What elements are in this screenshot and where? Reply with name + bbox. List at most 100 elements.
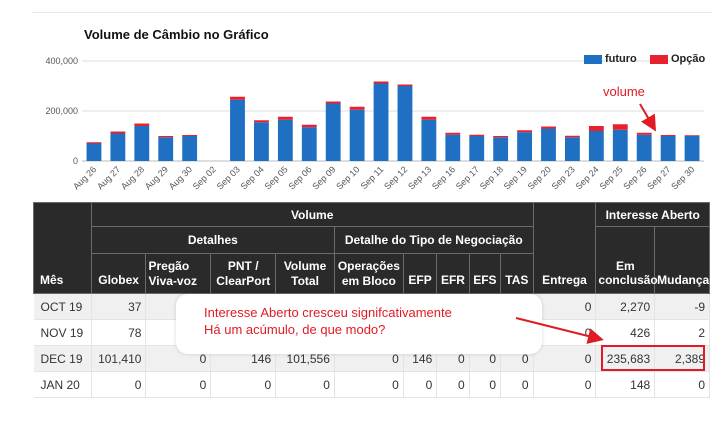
cell-pit: 0 xyxy=(145,371,212,398)
col-pit-line2: Viva-voz xyxy=(148,273,197,288)
bar-futuro xyxy=(397,86,413,161)
volume-chart: 0 200,000 400,000 Aug 26 Aug 27 Aug 28 Aug 29 A… xyxy=(32,12,712,205)
open-interest-group-header: Interesse Aberto xyxy=(595,202,710,227)
x-tick-label: Sep 26 xyxy=(621,164,648,191)
annotation-line1: Interesse Aberto cresceu signifcativamen… xyxy=(204,305,452,320)
bar-futuro xyxy=(636,134,652,161)
x-tick-label: Aug 29 xyxy=(143,164,170,191)
bar-futuro xyxy=(349,109,365,161)
bar-opcao xyxy=(373,81,389,84)
bar-futuro xyxy=(565,137,580,161)
volume-group-header: Volume xyxy=(90,202,534,227)
x-tick-label: Sep 10 xyxy=(334,164,361,191)
bar-opcao xyxy=(254,120,269,123)
col-change-header: Mudança xyxy=(654,226,710,294)
cell-delivery: 0 xyxy=(533,345,597,372)
cell-oi: 148 xyxy=(595,371,656,398)
bar-futuro xyxy=(612,129,628,161)
cell-pnt: 0 xyxy=(210,371,277,398)
x-tick-label: Sep 06 xyxy=(286,164,313,191)
bar-opcao xyxy=(493,136,509,138)
bar-futuro xyxy=(684,136,700,161)
x-tick-label: Sep 11 xyxy=(359,164,386,191)
cell-globex: 101,410 xyxy=(91,345,147,372)
bar-futuro xyxy=(230,99,245,161)
x-tick-label: Sep 23 xyxy=(550,164,577,191)
x-tick-label: Aug 28 xyxy=(119,164,146,191)
x-tick-label: Sep 03 xyxy=(215,164,242,191)
cell-change: 2 xyxy=(654,319,710,346)
col-block-header: Operações em Bloco xyxy=(333,253,404,294)
cell-change: 2,389 xyxy=(654,345,710,372)
cell-globex: 37 xyxy=(91,293,147,320)
x-tick-label: Sep 18 xyxy=(478,164,505,191)
col-total-header: Volume Total xyxy=(275,253,335,294)
bar-futuro xyxy=(541,128,556,161)
cell-globex: 0 xyxy=(91,371,147,398)
x-tick-label: Aug 27 xyxy=(95,164,122,191)
cell-tas: 0 xyxy=(500,371,534,398)
cell-efs: 0 xyxy=(469,371,502,398)
legend-futuro-swatch xyxy=(584,54,602,64)
cell-total: 0 xyxy=(275,371,335,398)
bar-futuro xyxy=(517,132,532,161)
bar-futuro xyxy=(134,126,150,161)
bar-futuro xyxy=(301,127,317,161)
bar-opcao xyxy=(445,132,461,135)
bar-opcao xyxy=(110,131,126,134)
col-efp-header: EFP xyxy=(402,253,438,294)
bar-futuro xyxy=(660,136,676,161)
x-tick-label: Sep 02 xyxy=(191,164,218,191)
bar-opcao xyxy=(660,135,676,136)
cell-delivery: 0 xyxy=(533,371,597,398)
bar-opcao xyxy=(301,124,317,128)
bar-futuro xyxy=(277,119,293,161)
bar-opcao xyxy=(230,96,245,100)
bar-opcao xyxy=(612,124,628,130)
cell-delivery: 0 xyxy=(533,293,597,320)
bar-opcao xyxy=(469,134,485,136)
bar-opcao xyxy=(421,116,437,120)
bar-opcao xyxy=(397,84,413,86)
col-oi-header: Em conclusão xyxy=(595,226,658,294)
x-tick-label: Sep 16 xyxy=(430,164,457,191)
col-month-header: Mês xyxy=(33,202,92,294)
col-globex-header: Globex xyxy=(90,253,147,294)
details-group-header: Detalhes xyxy=(90,226,335,254)
y-tick-label: 200,000 xyxy=(45,106,78,116)
legend-futuro[interactable]: futuro xyxy=(584,53,637,65)
bar-opcao xyxy=(636,132,652,135)
legend-opcao[interactable]: Opção xyxy=(650,53,705,65)
bar-futuro xyxy=(182,136,198,161)
cell-month: OCT 19 xyxy=(33,293,92,320)
x-tick-label: Sep 27 xyxy=(645,164,672,191)
x-tick-label: Sep 05 xyxy=(263,164,290,191)
x-tick-label: Sep 04 xyxy=(239,164,266,191)
col-block-line1: Operações xyxy=(337,258,400,273)
col-efr-header: EFR xyxy=(436,253,470,294)
cell-change: 0 xyxy=(654,371,710,398)
cell-delivery: 0 xyxy=(533,319,597,346)
x-tick-label: Sep 25 xyxy=(597,164,624,191)
cell-oi: 2,270 xyxy=(595,293,656,320)
x-tick-label: Sep 19 xyxy=(502,164,529,191)
bar-opcao xyxy=(86,142,102,144)
cell-oi: 426 xyxy=(595,319,656,346)
cell-change: -9 xyxy=(654,293,710,320)
cell-month: DEC 19 xyxy=(33,345,92,372)
bar-opcao xyxy=(349,106,365,110)
bar-opcao xyxy=(134,123,150,126)
bar-opcao xyxy=(588,126,604,131)
x-tick-label: Sep 30 xyxy=(669,164,696,191)
x-tick-label: Aug 30 xyxy=(167,164,194,191)
x-tick-label: Aug 26 xyxy=(71,164,98,191)
annotation-text: Interesse Aberto cresceu signifcativamen… xyxy=(204,304,452,338)
col-pnt-line2: ClearPort xyxy=(216,273,271,288)
legend-futuro-label: futuro xyxy=(605,53,637,65)
x-tick-label: Sep 17 xyxy=(454,164,481,191)
bar-opcao xyxy=(684,135,700,136)
annotation-bubble xyxy=(176,294,542,354)
bar-futuro xyxy=(158,137,174,161)
col-pit-header: Pregão Viva-voz xyxy=(145,253,212,294)
